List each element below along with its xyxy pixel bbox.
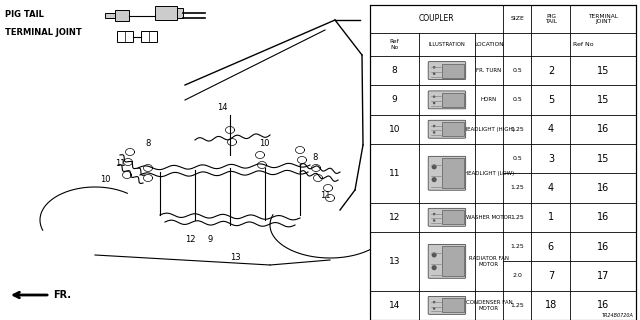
Text: SIZE: SIZE	[510, 17, 524, 21]
Text: Ref
No: Ref No	[390, 39, 399, 50]
Text: 10: 10	[388, 125, 400, 134]
Bar	[370, 5, 636, 320]
Text: CONDENSER FAN
MOTOR: CONDENSER FAN MOTOR	[466, 300, 513, 311]
Text: 12: 12	[185, 236, 195, 244]
Circle shape	[431, 265, 436, 270]
Circle shape	[433, 95, 435, 98]
Text: 16: 16	[597, 212, 609, 222]
Circle shape	[433, 72, 435, 75]
Bar	[442, 158, 464, 188]
Text: 16: 16	[597, 242, 609, 252]
Text: 6: 6	[548, 242, 554, 252]
Text: WASHER MOTOR: WASHER MOTOR	[466, 215, 512, 220]
Circle shape	[431, 252, 436, 258]
Text: 10: 10	[100, 175, 110, 185]
FancyBboxPatch shape	[428, 156, 466, 190]
Circle shape	[431, 177, 436, 182]
Text: 16: 16	[597, 183, 609, 193]
Text: 0.5: 0.5	[513, 97, 522, 102]
Text: PIG TAIL: PIG TAIL	[5, 10, 44, 19]
Circle shape	[433, 125, 435, 127]
Text: 8: 8	[312, 153, 317, 162]
FancyBboxPatch shape	[428, 208, 466, 226]
Text: 15: 15	[596, 154, 609, 164]
Text: 15: 15	[596, 95, 609, 105]
Text: 1.25: 1.25	[511, 244, 524, 249]
Bar	[117, 31, 133, 42]
Text: 13: 13	[230, 253, 240, 262]
Text: TERMINAL JOINT: TERMINAL JOINT	[5, 28, 82, 37]
Bar	[442, 298, 464, 312]
Circle shape	[433, 131, 435, 134]
FancyBboxPatch shape	[428, 244, 466, 278]
Bar	[442, 210, 464, 224]
Text: HEADLIGHT (LOW): HEADLIGHT (LOW)	[464, 171, 514, 176]
Circle shape	[431, 164, 436, 169]
Text: 16: 16	[597, 124, 609, 134]
Bar	[442, 93, 464, 107]
Circle shape	[433, 66, 435, 68]
Text: 4: 4	[548, 124, 554, 134]
FancyBboxPatch shape	[428, 91, 466, 109]
Circle shape	[433, 102, 435, 104]
Text: 10: 10	[259, 139, 269, 148]
Text: RADIATOR FAN
MOTOR: RADIATOR FAN MOTOR	[469, 256, 509, 267]
Circle shape	[433, 307, 435, 310]
Text: 17: 17	[596, 271, 609, 281]
Text: 3: 3	[548, 154, 554, 164]
Text: 8: 8	[392, 66, 397, 75]
Text: 12: 12	[389, 213, 400, 222]
Text: 9: 9	[207, 236, 212, 244]
Text: COUPLER: COUPLER	[419, 14, 454, 23]
Text: 13: 13	[388, 257, 400, 266]
FancyBboxPatch shape	[428, 296, 466, 314]
Bar	[105, 13, 115, 18]
Circle shape	[433, 219, 435, 222]
Bar	[442, 122, 464, 136]
Text: 15: 15	[596, 66, 609, 76]
Text: 1.25: 1.25	[511, 303, 524, 308]
Text: Ref No: Ref No	[573, 42, 594, 47]
Bar	[442, 246, 464, 276]
Text: 18: 18	[545, 300, 557, 310]
Text: 2: 2	[548, 66, 554, 76]
Text: 14: 14	[389, 301, 400, 310]
Text: 1.25: 1.25	[511, 215, 524, 220]
Text: 0.5: 0.5	[513, 156, 522, 161]
Text: TR24B0720A: TR24B0720A	[602, 313, 634, 318]
Bar	[141, 31, 157, 42]
Text: FR. TURN: FR. TURN	[476, 68, 502, 73]
Text: HORN: HORN	[481, 97, 497, 102]
Text: PIG
TAIL: PIG TAIL	[545, 13, 557, 24]
Text: 11: 11	[115, 158, 125, 167]
Text: 4: 4	[548, 183, 554, 193]
Circle shape	[433, 213, 435, 215]
Text: 1: 1	[548, 212, 554, 222]
Bar	[177, 8, 183, 18]
Text: 1.25: 1.25	[511, 185, 524, 190]
Text: 14: 14	[217, 103, 227, 113]
FancyBboxPatch shape	[428, 61, 466, 79]
Text: 9: 9	[392, 95, 397, 104]
Text: 5: 5	[548, 95, 554, 105]
Text: 2.0: 2.0	[513, 274, 522, 278]
Text: FR.: FR.	[53, 290, 71, 300]
Text: ILLUSTRATION: ILLUSTRATION	[429, 42, 465, 47]
Text: 1.25: 1.25	[511, 127, 524, 132]
Text: 8: 8	[145, 139, 150, 148]
Circle shape	[433, 301, 435, 303]
Text: 11: 11	[388, 169, 400, 178]
Text: HEADLIGHT (HIGH): HEADLIGHT (HIGH)	[463, 127, 515, 132]
Text: 11: 11	[320, 190, 330, 199]
Text: TERMINAL
JOINT: TERMINAL JOINT	[588, 13, 618, 24]
Text: 16: 16	[597, 300, 609, 310]
Bar	[442, 64, 464, 77]
Text: LOCATION: LOCATION	[474, 42, 504, 47]
Bar	[115, 10, 129, 21]
FancyBboxPatch shape	[428, 120, 466, 138]
Bar	[155, 6, 177, 20]
Text: 7: 7	[548, 271, 554, 281]
Text: 0.5: 0.5	[513, 68, 522, 73]
